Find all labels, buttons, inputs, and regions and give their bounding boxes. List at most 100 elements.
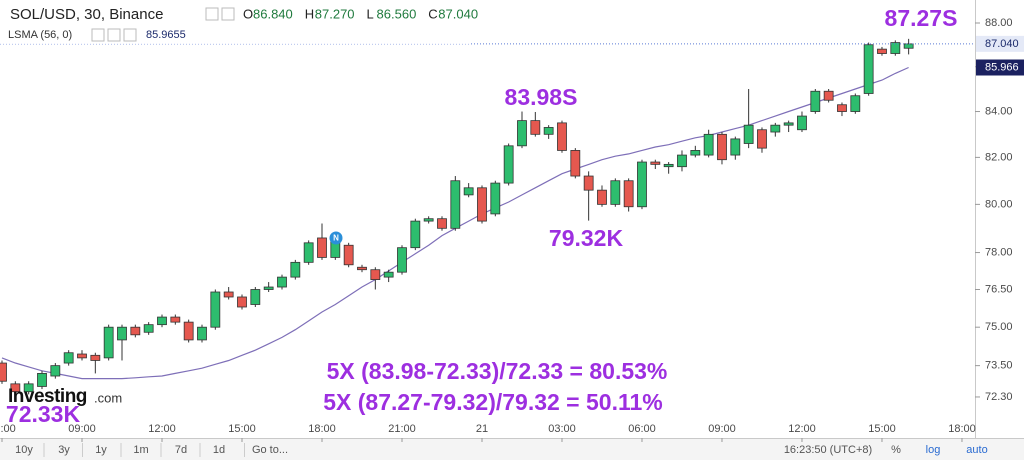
x-tick-label: 21:00 <box>388 423 416 435</box>
candle-body <box>63 352 74 364</box>
x-tick-label: 12:00 <box>788 423 816 435</box>
candle-body <box>717 133 727 161</box>
ohlc-value: 86.840 <box>253 6 293 21</box>
candle-body <box>450 180 461 229</box>
candle-body <box>103 326 114 359</box>
event-marker-label: N <box>333 234 339 243</box>
x-tick-label: 09:00 <box>68 423 96 435</box>
candle-body <box>423 218 434 222</box>
candle-body <box>623 180 634 208</box>
lsma-value: 85.9655 <box>146 29 186 41</box>
axis-option[interactable]: log <box>926 444 941 456</box>
axis-option[interactable]: auto <box>966 444 987 456</box>
brand-suffix: .com <box>94 390 122 405</box>
y-tick-label: 76.50 <box>985 283 1013 295</box>
candle-body <box>143 324 154 333</box>
range-button[interactable]: 1y <box>95 444 107 456</box>
candle-body <box>877 48 887 54</box>
candle-body <box>170 316 181 323</box>
range-button[interactable]: 1m <box>133 444 148 456</box>
candle-body <box>570 150 581 177</box>
axis-option[interactable]: % <box>891 444 901 456</box>
ohlc-label: L <box>367 6 374 21</box>
candle-body <box>810 90 821 112</box>
candle-body <box>90 354 101 361</box>
ohlc-readout: O 86.840 H 87.270 L 86.560 C 87.040 <box>243 6 478 21</box>
x-tick-label: 03:00 <box>548 423 576 435</box>
ohlc-label: C <box>428 6 437 21</box>
candle-body <box>303 242 314 263</box>
candle-body <box>210 291 221 328</box>
annotation: 87.27S <box>885 5 958 31</box>
x-tick-label: 21 <box>476 423 488 435</box>
range-button[interactable]: 10y <box>15 444 33 456</box>
event-marker[interactable] <box>329 231 343 245</box>
candle-body <box>50 365 61 377</box>
hide-button[interactable] <box>205 7 219 21</box>
candle-body <box>237 296 247 308</box>
candle-body <box>890 42 901 54</box>
candle-body <box>757 129 767 149</box>
lsma-buttons <box>91 28 137 42</box>
candle-body <box>437 218 447 229</box>
x-tick-label: 15:00 <box>868 423 896 435</box>
range-button[interactable]: 3y <box>58 444 70 456</box>
y-tick-label: 72.30 <box>985 391 1013 403</box>
x-tick-label: 09:00 <box>708 423 736 435</box>
candle-body <box>10 383 21 393</box>
candle-body <box>650 161 661 165</box>
candle-body <box>730 138 741 156</box>
candle-body <box>703 133 714 156</box>
candle-body <box>503 145 514 184</box>
candle-body <box>410 220 421 249</box>
last-price-tag <box>976 35 1024 52</box>
range-button[interactable]: Go to... <box>252 444 288 456</box>
annotation: 5X (87.27-79.32)/79.32 = 50.11% <box>323 389 663 415</box>
candle-body <box>490 182 501 215</box>
candle-body <box>157 316 167 326</box>
x-tick-label: 18:00 <box>308 423 336 435</box>
candle-body <box>677 154 687 168</box>
candle-body <box>343 244 354 266</box>
lsma-tag <box>976 59 1024 76</box>
settings-button[interactable] <box>221 7 235 21</box>
candle-body <box>597 189 607 205</box>
annotation: 79.32K <box>549 225 624 251</box>
range-button[interactable]: 7d <box>175 444 187 456</box>
candle-body <box>903 43 914 49</box>
candle-body <box>277 276 287 288</box>
candle-body <box>370 269 381 280</box>
candle-body <box>770 124 781 133</box>
y-tick-label: 78.00 <box>985 246 1013 258</box>
candle-body <box>557 122 567 151</box>
lsma-settings-button[interactable] <box>107 28 121 42</box>
header-backdrop <box>0 2 470 44</box>
brand-logo: Investing <box>8 386 87 407</box>
clock: 16:23:50 (UTC+8) <box>784 444 872 456</box>
x-tick-label: 12:00 <box>148 423 176 435</box>
candle-body <box>690 150 701 156</box>
candle-body <box>77 353 87 359</box>
candle-body <box>543 127 554 135</box>
y-tick-label: 88.00 <box>985 17 1013 29</box>
candle-body <box>37 373 47 387</box>
range-button[interactable]: 1d <box>213 444 225 456</box>
ohlc-value: 87.270 <box>315 6 355 21</box>
lsma-hide-button[interactable] <box>91 28 105 42</box>
candle-body <box>850 95 861 112</box>
symbol-title: SOL/USD, 30, Binance <box>10 6 163 23</box>
candle-body <box>463 187 474 196</box>
candle-body <box>397 247 407 273</box>
candle-body <box>130 326 141 336</box>
lsma-tag-label: 85.966 <box>985 61 1019 73</box>
lsma-remove-button[interactable] <box>123 28 137 42</box>
header-buttons <box>205 7 235 21</box>
candle-body <box>823 90 834 101</box>
toolbar-items: 10y 3y 1y 1m 7d 1d Go to... 16:23:50 (UTC+8)% lo… <box>15 443 988 457</box>
y-tick-label: 73.50 <box>985 360 1013 372</box>
x-tick-label: 18:00 <box>948 423 976 435</box>
candle-body <box>837 104 847 112</box>
